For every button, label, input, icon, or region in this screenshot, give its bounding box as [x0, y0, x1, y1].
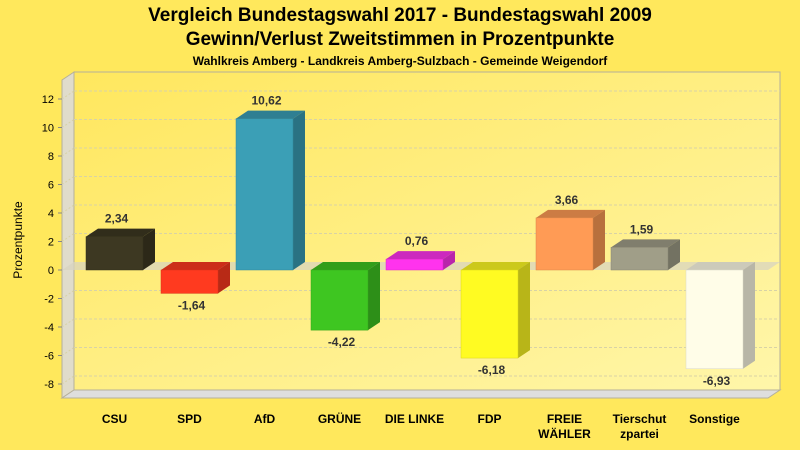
bar-top-face[interactable] — [386, 251, 455, 260]
bar-value-label: 3,66 — [555, 193, 579, 207]
bar-value-label: 2,34 — [105, 212, 129, 226]
bar-value-label: -6,18 — [478, 363, 506, 377]
y-axis-label: Prozentpunkte — [11, 201, 25, 279]
x-category-label: Tierschut — [613, 412, 667, 426]
bar-top-face[interactable] — [686, 262, 755, 270]
bar-side-face[interactable] — [518, 262, 530, 359]
chart-title: Vergleich Bundestagswahl 2017 - Bundesta… — [148, 5, 652, 26]
bar-sonstige[interactable] — [685, 262, 755, 370]
bar-tierschut-zpartei[interactable] — [610, 239, 680, 271]
bar-value-label: -1,64 — [178, 298, 206, 312]
gridline-wall — [61, 233, 75, 242]
y-tick-label: -4 — [44, 322, 54, 334]
bar-top-face[interactable] — [86, 228, 155, 237]
chart-region-subtitle: Wahlkreis Amberg - Landkreis Amberg-Sulz… — [192, 54, 608, 68]
bar-side-face[interactable] — [218, 262, 230, 294]
y-tick-label: 10 — [42, 123, 54, 135]
x-category-label: AfD — [254, 412, 276, 426]
gridline-wall — [61, 176, 75, 185]
x-category-label: WÄHLER — [538, 426, 591, 441]
plot-floor — [60, 389, 782, 399]
x-category-label: CSU — [102, 412, 127, 426]
bar-side-face[interactable] — [143, 228, 155, 270]
x-category-label: FREIE — [547, 412, 582, 426]
bar-value-label: 1,59 — [630, 222, 654, 236]
bar-front-face[interactable] — [610, 247, 669, 271]
bar-grüne[interactable] — [310, 262, 380, 331]
bar-front-face[interactable] — [385, 258, 444, 271]
bar-side-face[interactable] — [368, 262, 380, 331]
bar-front-face[interactable] — [535, 217, 594, 271]
bar-front-face[interactable] — [310, 269, 369, 331]
x-category-label: zpartei — [620, 427, 659, 441]
y-tick-label: 0 — [48, 265, 54, 277]
y-tick-label: 4 — [48, 208, 54, 220]
bar-value-label: -6,93 — [703, 374, 731, 388]
y-tick-label: 6 — [48, 180, 54, 192]
gridline-wall — [61, 375, 75, 385]
bar-top-face[interactable] — [461, 262, 530, 270]
bar-top-face[interactable] — [236, 110, 305, 119]
x-category-label: Sonstige — [689, 412, 740, 426]
bar-front-face[interactable] — [235, 118, 294, 271]
bar-spd[interactable] — [160, 262, 230, 294]
bar-front-face[interactable] — [685, 269, 744, 370]
chart-subtitle: Gewinn/Verlust Zweitstimmen in Prozentpu… — [185, 29, 615, 50]
bar-side-face[interactable] — [668, 239, 680, 270]
y-tick-label: 2 — [48, 237, 54, 249]
gridline-wall — [61, 347, 75, 356]
bar-top-face[interactable] — [161, 262, 230, 270]
bar-front-face[interactable] — [160, 269, 219, 294]
bar-value-label: -4,22 — [328, 335, 356, 349]
bar-value-label: 0,76 — [405, 234, 429, 248]
bar-value-label: 10,62 — [251, 94, 281, 108]
gridline-wall — [61, 204, 75, 214]
gridline-wall — [61, 147, 75, 157]
bar-freie-wähler[interactable] — [535, 209, 605, 271]
bar-afd[interactable] — [235, 110, 305, 271]
plot-back-wall — [73, 71, 781, 391]
bar-csu[interactable] — [85, 228, 155, 271]
bar-top-face[interactable] — [611, 239, 680, 248]
bar-top-face[interactable] — [536, 209, 605, 218]
bar-side-face[interactable] — [293, 110, 305, 270]
x-category-label: GRÜNE — [318, 411, 361, 426]
y-tick-label: -8 — [44, 379, 54, 391]
y-tick-label: 12 — [42, 94, 54, 106]
y-tick-label: 8 — [48, 151, 54, 163]
bar-front-face[interactable] — [85, 236, 144, 271]
y-tick-label: -2 — [44, 294, 54, 306]
x-category-label: DIE LINKE — [385, 412, 444, 426]
gridline-wall — [61, 119, 75, 128]
bar-fdp[interactable] — [460, 262, 530, 359]
x-category-label: SPD — [177, 412, 202, 426]
x-category-label: FDP — [478, 412, 502, 426]
bar-front-face[interactable] — [460, 269, 519, 359]
gridline-wall — [61, 318, 75, 328]
bar-side-face[interactable] — [743, 262, 755, 369]
y-tick-label: -6 — [44, 351, 54, 363]
bar-top-face[interactable] — [311, 262, 380, 270]
gridline-wall — [61, 90, 75, 100]
bar-die-linke[interactable] — [385, 251, 455, 271]
bar-side-face[interactable] — [443, 251, 455, 270]
bar-side-face[interactable] — [593, 209, 605, 270]
gridline-wall — [61, 290, 75, 299]
